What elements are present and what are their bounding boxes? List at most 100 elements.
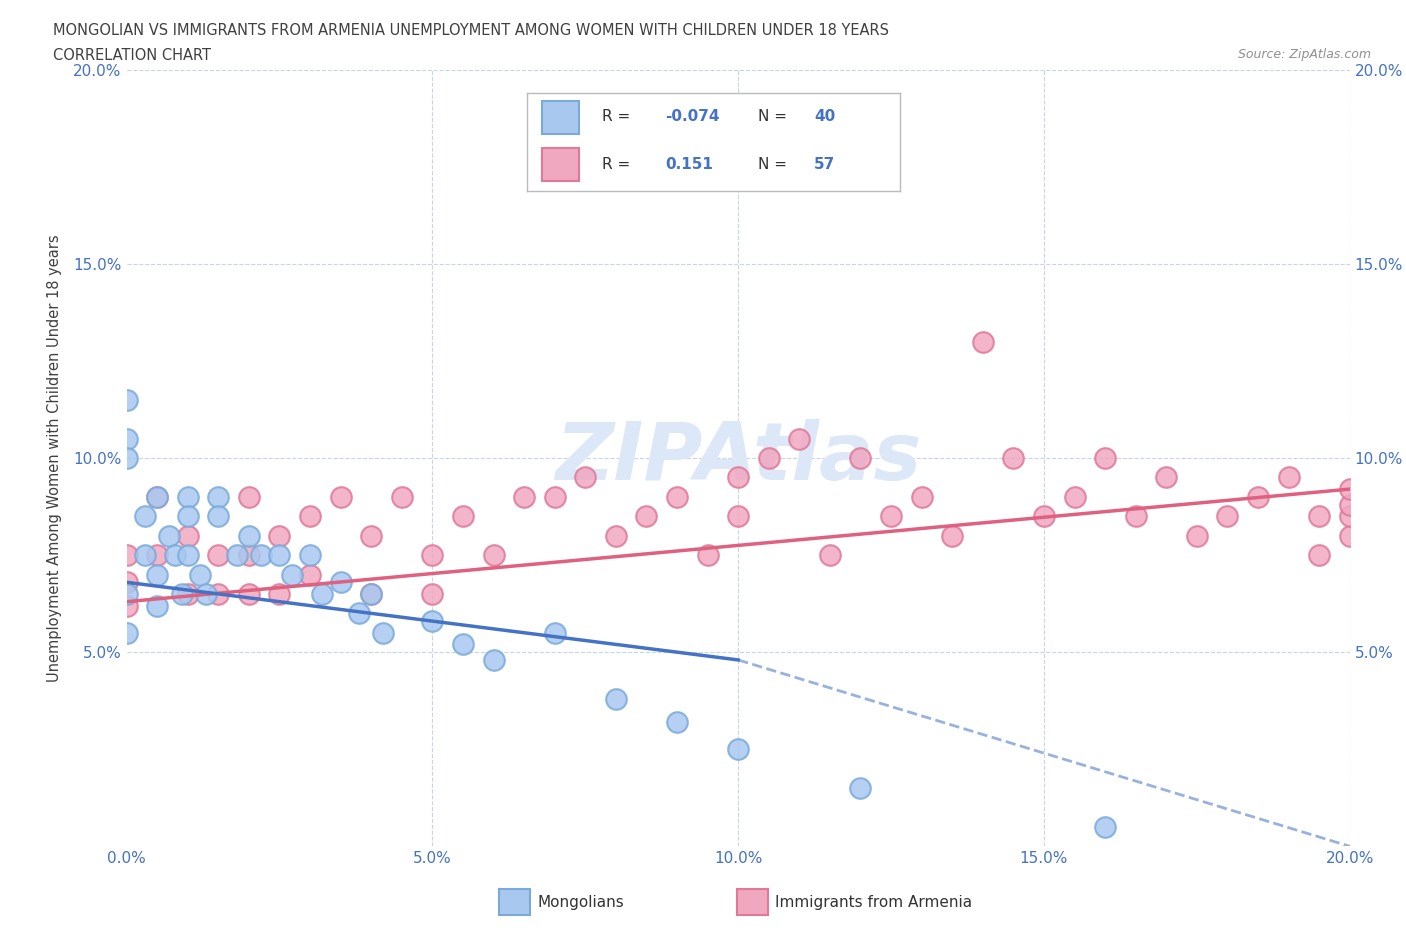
Point xyxy=(636,509,658,524)
Point xyxy=(177,548,200,563)
Point xyxy=(115,392,138,407)
Text: Immigrants from Armenia: Immigrants from Armenia xyxy=(775,895,972,910)
Text: ZIPAtlas: ZIPAtlas xyxy=(555,419,921,497)
Point xyxy=(207,548,229,563)
Point xyxy=(115,587,138,602)
Point xyxy=(329,575,352,590)
Point xyxy=(696,548,718,563)
Point xyxy=(941,528,963,543)
Point xyxy=(1185,528,1208,543)
Point xyxy=(115,432,138,446)
Text: CORRELATION CHART: CORRELATION CHART xyxy=(53,48,211,63)
Point xyxy=(134,548,156,563)
Point xyxy=(347,606,370,621)
Point xyxy=(269,528,291,543)
Point xyxy=(1033,509,1056,524)
Point xyxy=(727,470,749,485)
FancyBboxPatch shape xyxy=(543,100,579,134)
Point xyxy=(880,509,903,524)
Point xyxy=(195,587,218,602)
Point xyxy=(146,567,169,582)
Point xyxy=(115,598,138,613)
Text: MONGOLIAN VS IMMIGRANTS FROM ARMENIA UNEMPLOYMENT AMONG WOMEN WITH CHILDREN UNDE: MONGOLIAN VS IMMIGRANTS FROM ARMENIA UNE… xyxy=(53,23,890,38)
Point xyxy=(727,742,749,757)
Point xyxy=(1002,451,1025,466)
Point xyxy=(1125,509,1147,524)
Point xyxy=(360,587,382,602)
Point xyxy=(1216,509,1239,524)
Point xyxy=(544,625,567,640)
Point xyxy=(311,587,333,602)
Point xyxy=(238,489,260,504)
Point xyxy=(269,548,291,563)
Point xyxy=(146,489,169,504)
Point xyxy=(666,714,689,729)
Point xyxy=(1339,482,1361,497)
Point xyxy=(238,528,260,543)
Point xyxy=(1308,548,1330,563)
Point xyxy=(269,587,291,602)
Point xyxy=(422,587,444,602)
Text: R =: R = xyxy=(602,157,636,172)
Point xyxy=(1063,489,1085,504)
Point xyxy=(146,598,169,613)
Point xyxy=(818,548,841,563)
Point xyxy=(280,567,302,582)
Point xyxy=(157,528,180,543)
Point xyxy=(250,548,273,563)
Point xyxy=(177,509,200,524)
Point xyxy=(207,489,229,504)
Point xyxy=(544,489,567,504)
Point xyxy=(849,780,872,795)
Point xyxy=(299,548,322,563)
Point xyxy=(207,587,229,602)
Point xyxy=(165,548,187,563)
Text: 40: 40 xyxy=(814,109,835,124)
Point xyxy=(1156,470,1178,485)
Point xyxy=(299,567,322,582)
Point xyxy=(146,489,169,504)
Point xyxy=(146,548,169,563)
Point xyxy=(574,470,596,485)
Point xyxy=(225,548,247,563)
Point xyxy=(758,451,780,466)
Point xyxy=(134,509,156,524)
Point xyxy=(391,489,413,504)
Point xyxy=(513,489,536,504)
Point xyxy=(115,575,138,590)
Point xyxy=(451,637,474,652)
Text: Mongolians: Mongolians xyxy=(537,895,624,910)
Point xyxy=(115,548,138,563)
Point xyxy=(115,625,138,640)
Point xyxy=(1339,528,1361,543)
Point xyxy=(666,489,689,504)
Point xyxy=(207,509,229,524)
Point xyxy=(482,548,505,563)
Point xyxy=(329,489,352,504)
Point xyxy=(422,548,444,563)
Point xyxy=(1308,509,1330,524)
Point xyxy=(605,691,627,706)
Text: -0.074: -0.074 xyxy=(665,109,720,124)
Point xyxy=(727,509,749,524)
Point xyxy=(849,451,872,466)
Point xyxy=(360,587,382,602)
Point xyxy=(238,548,260,563)
Point xyxy=(238,587,260,602)
Point xyxy=(177,489,200,504)
Text: 0.151: 0.151 xyxy=(665,157,713,172)
Point xyxy=(115,451,138,466)
Point xyxy=(188,567,211,582)
Text: N =: N = xyxy=(758,109,792,124)
Text: R =: R = xyxy=(602,109,636,124)
Point xyxy=(360,528,382,543)
FancyBboxPatch shape xyxy=(543,148,579,180)
Text: N =: N = xyxy=(758,157,792,172)
Y-axis label: Unemployment Among Women with Children Under 18 years: Unemployment Among Women with Children U… xyxy=(48,234,62,682)
Point xyxy=(299,509,322,524)
Point xyxy=(170,587,193,602)
Point xyxy=(972,334,994,349)
Point xyxy=(482,653,505,668)
Point xyxy=(1278,470,1301,485)
Point xyxy=(605,528,627,543)
